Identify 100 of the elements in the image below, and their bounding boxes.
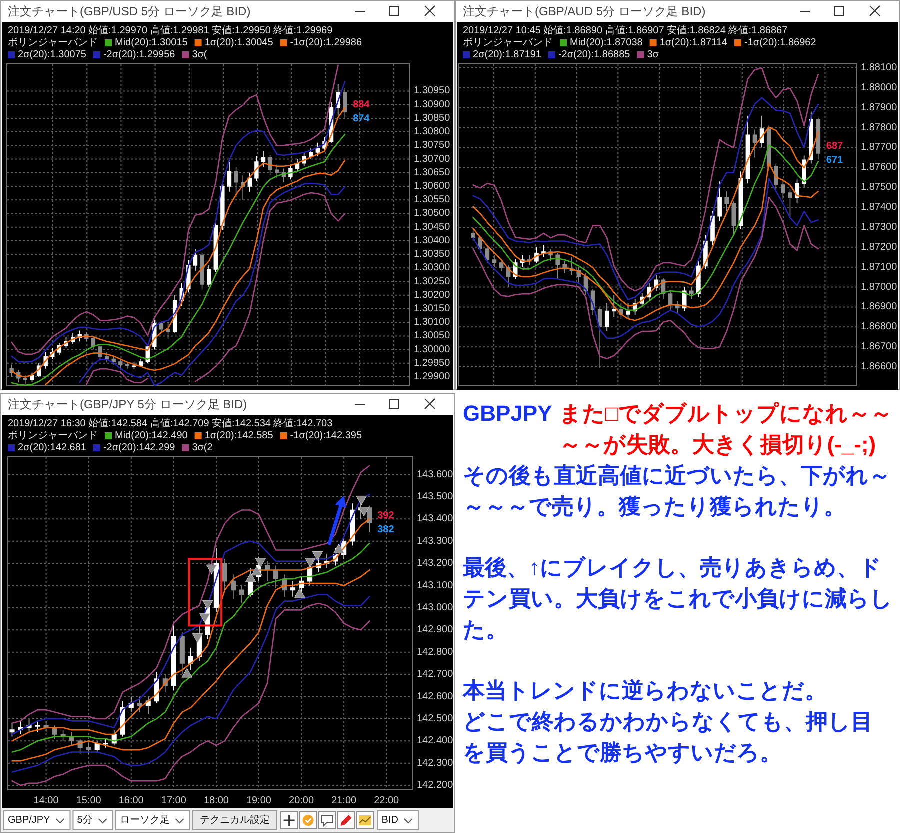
y-tick-label: 143.400 [417, 514, 454, 525]
y-tick-label: 1.30300 [414, 262, 451, 274]
candlestick [752, 129, 758, 158]
legend-label: -1σ(20):142.395 [290, 430, 362, 442]
legend-title: ボリンジャーバンド [463, 38, 553, 48]
candlestick [816, 117, 821, 160]
legend-label: -2σ(20):1.29956 [103, 50, 176, 60]
y-tick-label: 1.30050 [414, 330, 451, 342]
point [358, 507, 370, 516]
y-tick-label: 1.30100 [414, 317, 451, 328]
candlestick [261, 150, 266, 168]
y-tick-label: 142.500 [417, 713, 454, 724]
candlestick [604, 302, 610, 332]
y-tick-label: 1.30150 [414, 303, 451, 314]
y-tick-label: 1.30550 [414, 194, 451, 206]
y-tick-label: 1.30700 [414, 154, 451, 165]
candlestick [788, 189, 792, 218]
chart-subtitle: 2019/12/27 16:30 始値:142.584 高値:142.709 安値:142.534 終値:142.703 [8, 418, 334, 430]
candlestick [222, 558, 228, 591]
y-tick-label: 142.900 [417, 624, 454, 636]
y-tick-label: 1.87600 [861, 162, 898, 174]
y-tick-label: 1.30950 [414, 86, 451, 97]
candlestick [724, 191, 730, 212]
chart-title: 注文チャート(GBP/JPY 5分 ローソク足 BID) [8, 398, 248, 412]
legend-label: 1σ(20):1.87114 [660, 38, 728, 48]
y-tick-label: 1.86800 [861, 322, 898, 333]
y-tick-label: 142.300 [417, 758, 454, 769]
y-tick-label: 1.86600 [861, 362, 898, 373]
text: どこで終わるかわからなくても、押し目を買うことで勝ちやすいだろ。 [463, 709, 873, 765]
candlestick [206, 265, 212, 288]
point [305, 558, 316, 568]
candlestick [668, 290, 673, 312]
candlestick [316, 142, 320, 157]
point [192, 634, 204, 644]
y-tick-label: 1.30650 [414, 167, 451, 178]
candlestick [471, 229, 476, 242]
y-tick-label: 1.87500 [861, 182, 898, 194]
text: 5分 [77, 814, 93, 826]
candlestick [171, 625, 176, 690]
candlestick [598, 306, 602, 368]
text: テクニカル設定 [200, 814, 270, 826]
text: その後も直近高値に近づいたら、下がれ～～～～で売り。獲ったり獲られたり。 [463, 463, 891, 519]
x-tick-label: 15:00 [76, 796, 102, 806]
text: BID [382, 815, 398, 826]
y-tick-label: 143.500 [417, 491, 454, 502]
text: GBPJPY [463, 400, 552, 428]
y-tick-label: 1.30500 [414, 208, 451, 220]
candlestick [248, 172, 252, 192]
candlestick [626, 302, 630, 320]
y-tick-label: 1.30000 [414, 344, 451, 356]
text: 本当トレンドに逆らわないことだ。 [463, 678, 827, 703]
x-tick-label: 22:00 [374, 796, 400, 806]
candlestick [732, 201, 736, 236]
y-tick-label: 1.87300 [861, 222, 898, 233]
y-tick-label: 1.87800 [861, 122, 898, 134]
candlestick [125, 362, 130, 370]
x-tick-label: 16:00 [118, 796, 144, 806]
text: 884 [353, 99, 370, 110]
y-tick-label: 1.29950 [414, 358, 451, 369]
legend-title: ボリンジャーバンド [8, 430, 98, 442]
point [356, 496, 367, 506]
candlestick [710, 211, 715, 246]
text: 687 [826, 141, 844, 152]
candlestick [137, 696, 142, 713]
chart-title: 注文チャート(GBP/USD 5分 ローソク足 BID) [8, 4, 251, 18]
candlestick [200, 252, 204, 290]
candlestick [230, 574, 236, 600]
candlestick [239, 585, 245, 604]
y-tick-label: 143.300 [417, 536, 454, 547]
legend-label: Mid(20):1.87038 [570, 38, 644, 48]
legend-label: -1σ(20):1.86962 [744, 38, 817, 48]
text: ローソク足 [120, 815, 170, 826]
point [202, 600, 214, 610]
point [206, 564, 218, 574]
candlestick [234, 167, 238, 198]
legend-label: Mid(20):1.30015 [115, 38, 188, 48]
legend-label: 1σ(20):1.30045 [204, 38, 274, 48]
x-tick-label: 14:00 [34, 796, 60, 806]
line-series [45, 160, 346, 386]
legend-label: 1σ(20):142.585 [204, 430, 274, 442]
y-tick-label: 1.87900 [861, 102, 898, 114]
x-tick-label: 20:00 [289, 796, 314, 806]
y-tick-label: 1.30800 [414, 126, 451, 138]
candlestick [227, 162, 232, 192]
candlestick [264, 560, 270, 582]
candlestick [689, 286, 694, 300]
candlestick [290, 580, 296, 598]
x-tick-label: 19:00 [246, 796, 272, 806]
y-tick-label: 1.30450 [414, 222, 451, 233]
candlestick [309, 148, 314, 160]
line-series [472, 178, 820, 339]
y-tick-label: 1.30750 [414, 140, 451, 152]
point [255, 558, 266, 568]
y-tick-label: 1.30900 [414, 99, 451, 110]
candlestick [492, 255, 497, 268]
candlestick [10, 723, 15, 738]
y-tick-label: 1.30200 [414, 290, 451, 301]
candlestick [159, 320, 164, 334]
line-series [472, 97, 820, 301]
legend-label: Mid(20):142.490 [115, 430, 188, 442]
